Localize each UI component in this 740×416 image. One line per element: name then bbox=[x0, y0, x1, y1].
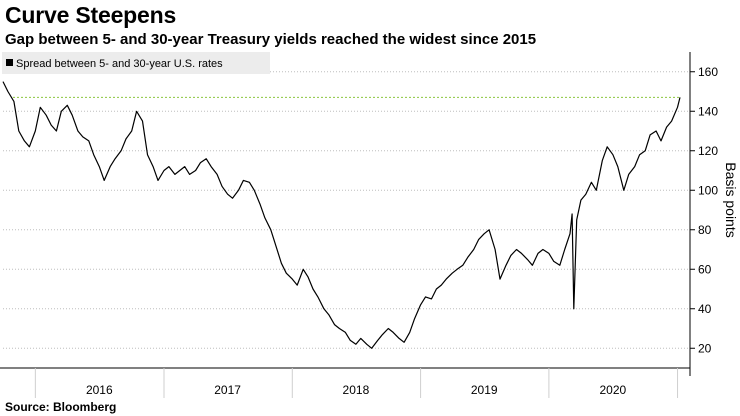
legend-background bbox=[2, 52, 270, 74]
chart-subtitle: Gap between 5- and 30-year Treasury yiel… bbox=[5, 31, 537, 48]
x-tick-label: 2016 bbox=[86, 383, 113, 397]
legend-swatch bbox=[6, 59, 13, 66]
y-tick-label: 20 bbox=[698, 341, 712, 355]
y-tick-label: 60 bbox=[698, 262, 712, 276]
y-tick-label: 120 bbox=[698, 144, 718, 158]
y-tick-label: 40 bbox=[698, 302, 712, 316]
y-axis-label: Basis points bbox=[723, 162, 739, 237]
x-tick-label: 2018 bbox=[343, 383, 370, 397]
legend: Spread between 5- and 30-year U.S. rates bbox=[2, 52, 270, 74]
x-tick-label: 2019 bbox=[471, 383, 498, 397]
x-axis: 2016 2017 2018 2019 2020 bbox=[0, 367, 690, 398]
series-line-spread bbox=[2, 81, 681, 349]
x-tick-label: 2020 bbox=[600, 383, 627, 397]
grid-lines bbox=[3, 71, 690, 349]
chart-title: Curve Steepens bbox=[5, 2, 177, 28]
y-tick-label: 160 bbox=[698, 65, 718, 79]
y-tick-label: 100 bbox=[698, 183, 718, 197]
source-note: Source: Bloomberg bbox=[5, 400, 117, 414]
y-tick-label: 80 bbox=[698, 223, 712, 237]
y-tick-label: 140 bbox=[698, 104, 718, 118]
y-axis: 20 40 60 80 100 120 140 160 bbox=[689, 52, 718, 376]
x-tick-label: 2017 bbox=[214, 383, 241, 397]
legend-label: Spread between 5- and 30-year U.S. rates bbox=[16, 58, 223, 70]
